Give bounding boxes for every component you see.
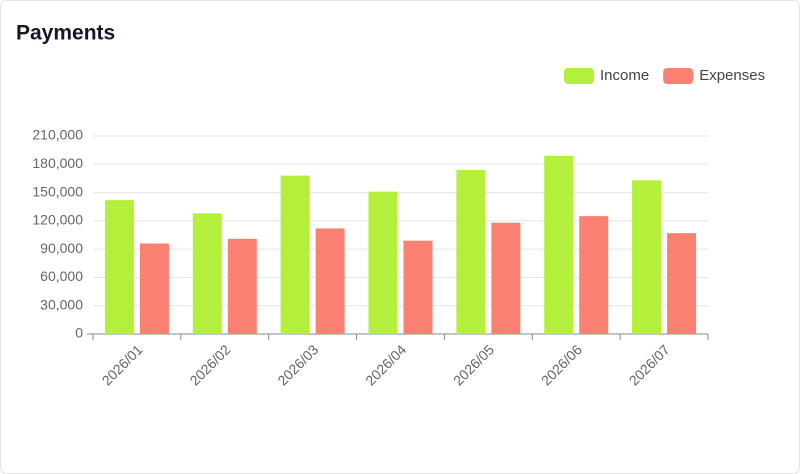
y-tick-label: 0 (75, 325, 83, 341)
legend-swatch (663, 68, 694, 84)
x-tick-label: 2026/04 (362, 341, 409, 388)
y-tick-label: 150,000 (32, 183, 83, 199)
legend-label: Expenses (699, 67, 765, 84)
bar (104, 200, 134, 334)
x-tick-label: 2026/01 (99, 341, 146, 388)
bar (139, 243, 169, 334)
bar (544, 155, 574, 334)
bar (227, 238, 257, 334)
x-tick-label: 2026/05 (450, 341, 497, 388)
x-tick-label: 2026/07 (626, 341, 673, 388)
legend-label: Income (600, 67, 649, 84)
bar (280, 175, 310, 334)
bar (456, 169, 486, 334)
x-tick-label: 2026/03 (274, 341, 321, 388)
y-tick-label: 90,000 (40, 240, 83, 256)
y-tick-label: 60,000 (40, 268, 83, 284)
y-tick-label: 180,000 (32, 155, 83, 171)
y-tick-label: 210,000 (32, 127, 83, 143)
legend-swatch (564, 68, 594, 84)
y-tick-label: 30,000 (40, 296, 83, 312)
bar (315, 228, 345, 334)
bar (491, 222, 521, 334)
bar (192, 213, 222, 334)
bar (368, 191, 398, 334)
y-tick-label: 120,000 (32, 212, 83, 228)
x-tick-label: 2026/02 (186, 341, 233, 388)
x-tick-label: 2026/06 (538, 341, 585, 388)
bar (632, 180, 662, 334)
bar (667, 233, 697, 334)
chart-title: Payments (16, 22, 115, 45)
bar (403, 240, 433, 334)
bar (579, 216, 609, 334)
